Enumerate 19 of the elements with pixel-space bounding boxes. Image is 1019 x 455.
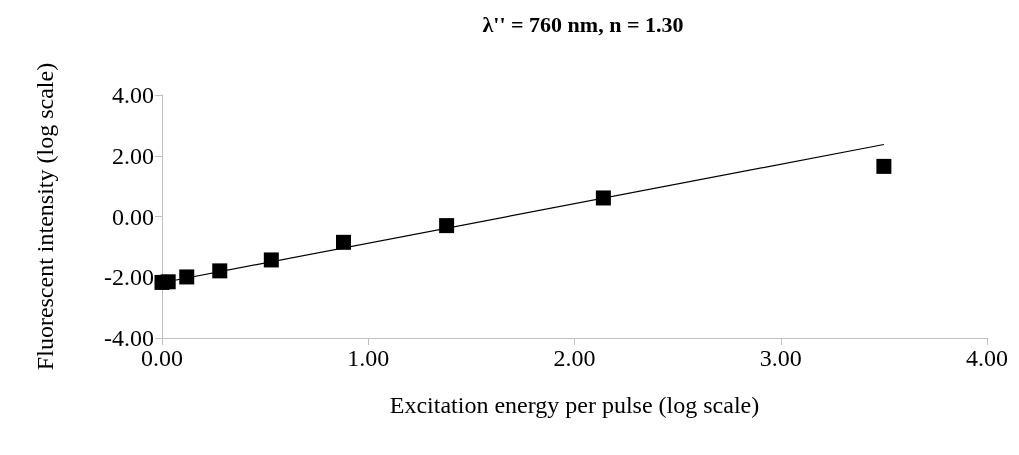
y-axis-title: Fluorescent intensity (log scale) bbox=[32, 62, 58, 371]
point bbox=[179, 269, 195, 285]
point bbox=[876, 158, 892, 174]
x-tick-label: 3.00 bbox=[759, 345, 802, 371]
point bbox=[336, 234, 351, 250]
point bbox=[595, 190, 611, 206]
chart-title: λ'' = 760 nm, n = 1.30 bbox=[482, 11, 684, 37]
x-tick-label: 1.00 bbox=[347, 345, 390, 371]
x-axis-title: Excitation energy per pulse (log scale) bbox=[389, 392, 760, 418]
y-tick-label: 4.00 bbox=[112, 82, 154, 108]
y-tick-label: -2.00 bbox=[104, 264, 154, 291]
point bbox=[439, 218, 455, 234]
y-tick-label: 2.00 bbox=[112, 142, 154, 169]
point bbox=[160, 274, 176, 290]
y-tick-label: 0.00 bbox=[112, 203, 154, 230]
point bbox=[212, 263, 228, 279]
x-tick-label: 2.00 bbox=[553, 345, 596, 371]
x-tick-label: 4.00 bbox=[966, 345, 1008, 371]
point bbox=[263, 252, 279, 268]
